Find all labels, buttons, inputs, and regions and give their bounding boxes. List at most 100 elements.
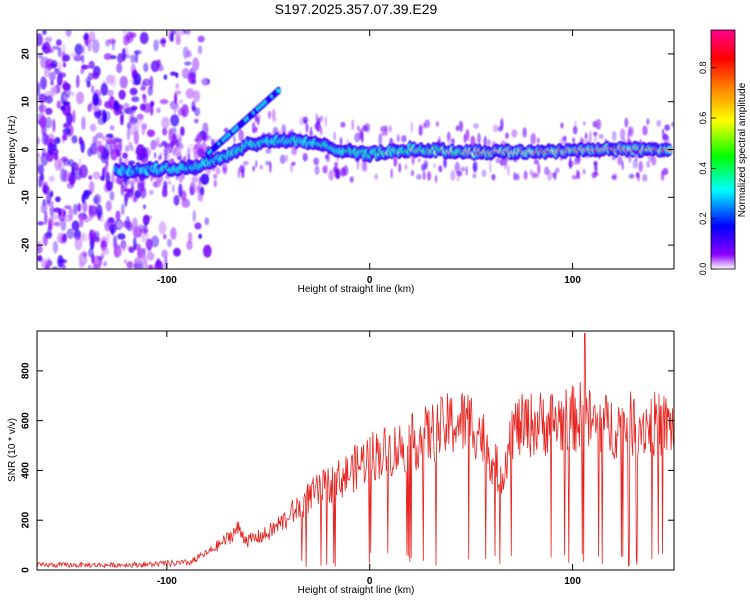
spectrogram-noise-blob (63, 214, 73, 222)
spectrogram-noise-blob (122, 34, 130, 46)
spectrogram-noise-blob (133, 130, 139, 145)
spectrogram-halo-blob (319, 115, 324, 122)
spectrogram-halo-blob (302, 116, 309, 124)
spectrogram-halo-blob (497, 126, 503, 132)
spectrogram-noise-blob (65, 30, 72, 37)
spectrogram-noise-blob (111, 170, 115, 185)
spectrogram-halo-blob (378, 133, 383, 145)
spectrogram-noise-blob (71, 220, 80, 231)
spectrogram-noise-blob (170, 32, 174, 43)
spectrogram-halo-blob (316, 120, 321, 133)
spectrogram-halo-blob (511, 129, 518, 138)
spectrogram-halo-blob (435, 121, 439, 127)
spectrogram-halo-blob (463, 133, 467, 144)
spectrogram-noise-blob (112, 235, 118, 249)
spectrogram-noise-blob (64, 87, 72, 98)
spectrogram-noise-blob (83, 216, 90, 223)
spectrogram-halo-blob (328, 169, 334, 181)
colorbar-tick-label: 0.4 (698, 162, 708, 175)
spectrogram-halo-blob (202, 135, 208, 142)
spectrogram-halo-blob (124, 192, 130, 202)
spectrogram-halo-blob (279, 154, 286, 164)
spectrogram-halo-blob (555, 167, 560, 174)
spectrogram-noise-blob (173, 194, 180, 206)
colorbar: 0.0 0.2 0.4 0.6 0.8 Normalized spectral ampl… (698, 29, 748, 275)
spectrogram-noise-blob (162, 127, 168, 136)
spectrogram-noise-blob (105, 200, 112, 212)
spectrogram-halo-blob (492, 124, 498, 133)
spectrogram-noise-blob (197, 35, 205, 43)
spectrogram-noise-blob (58, 70, 63, 77)
spectrogram-noise-blob (40, 76, 47, 90)
spectrogram-noise-blob (175, 34, 181, 46)
spectrogram-halo-blob (513, 172, 517, 181)
spectrogram-noise-blob (132, 236, 137, 251)
spectrogram-noise-blob (60, 217, 67, 231)
spectrogram-noise-blob (123, 258, 127, 264)
spectrogram-halo-blob (319, 125, 323, 136)
spectrogram-halo-blob (233, 135, 236, 144)
spectrogram-noise-blob (100, 253, 104, 260)
spectrogram-noise-blob (136, 260, 141, 269)
spectrogram-halo-blob (660, 169, 665, 181)
spectrogram-noise-blob (125, 216, 131, 230)
spectrogram-halo-blob (530, 133, 537, 145)
spectrogram-noise-blob (192, 57, 200, 71)
spectrogram-noise-blob (84, 32, 89, 46)
spectrogram-x-label: Height of straight line (km) (298, 284, 415, 295)
spectrogram-noise-blob (121, 242, 126, 253)
spectrogram-noise-blob (202, 244, 212, 258)
spectrogram-noise-blob (42, 199, 47, 207)
spectrogram-noise-blob (91, 71, 100, 80)
snr-x-tick-label: 0 (367, 576, 373, 587)
spectrogram-noise-blob (170, 114, 180, 127)
spectrogram-noise-blob (82, 200, 88, 213)
spectrogram-noise-blob (54, 67, 60, 75)
spectrogram-halo-blob (159, 152, 163, 159)
spectrogram-noise-blob (68, 171, 76, 186)
spectrogram-halo-blob (119, 181, 124, 186)
spectrogram-noise-blob (101, 246, 110, 256)
spectrogram-noise-blob (49, 71, 56, 81)
spectrogram-noise-blob (153, 39, 159, 52)
spectrogram-noise-blob (82, 251, 88, 258)
spectrogram-y-tick-label: -10 (21, 190, 32, 205)
spectrogram-noise-blob (37, 221, 45, 226)
spectrogram-noise-blob (42, 233, 49, 247)
spectrogram-halo-blob (129, 179, 136, 186)
spectrogram-noise-blob (58, 259, 68, 264)
spectrogram-noise-blob (143, 62, 149, 73)
spectrogram-noise-blob (184, 61, 192, 66)
snr-y-ticks: 0 200 400 600 800 (21, 362, 674, 573)
spectrogram-noise-blob (108, 95, 116, 110)
spectrogram-noise-blob (181, 198, 191, 208)
spectrogram-noise-blob (44, 211, 48, 226)
spectrogram-halo-blob (333, 131, 337, 141)
spectrogram-noise-blob (146, 129, 156, 138)
spectrogram-noise-blob (87, 40, 92, 52)
spectrogram-halo-blob (163, 146, 169, 156)
spectrogram-halo-blob (483, 135, 487, 148)
spectrogram-noise-blob (181, 104, 189, 117)
spectrogram-halo-blob (264, 160, 271, 166)
spectrogram-halo-blob (656, 119, 662, 127)
spectrogram-noise-blob (52, 118, 56, 133)
spectrogram-halo-blob (384, 124, 388, 137)
spectrogram-halo-blob (271, 108, 276, 118)
snr-panel: -100 0 100 0 200 400 600 800 Height of straigh… (7, 330, 675, 596)
spectrogram-noise-blob (62, 128, 72, 136)
spectrogram-noise-blob (71, 166, 75, 177)
spectrogram-noise-blob (137, 113, 144, 120)
spectrogram-noise-blob (116, 221, 122, 229)
spectrogram-halo-blob (172, 150, 175, 156)
spectrogram-halo-blob (381, 131, 385, 137)
spectrogram-noise-blob (78, 261, 85, 269)
spectrogram-halo-blob (167, 180, 172, 185)
spectrogram-halo-blob (553, 171, 557, 181)
spectrogram-halo-blob (619, 128, 626, 140)
spectrogram-halo-blob (302, 152, 308, 162)
spectrogram-halo-blob (119, 140, 123, 151)
spectrogram-halo-blob (198, 176, 201, 185)
spectrogram-noise-blob (149, 100, 155, 107)
